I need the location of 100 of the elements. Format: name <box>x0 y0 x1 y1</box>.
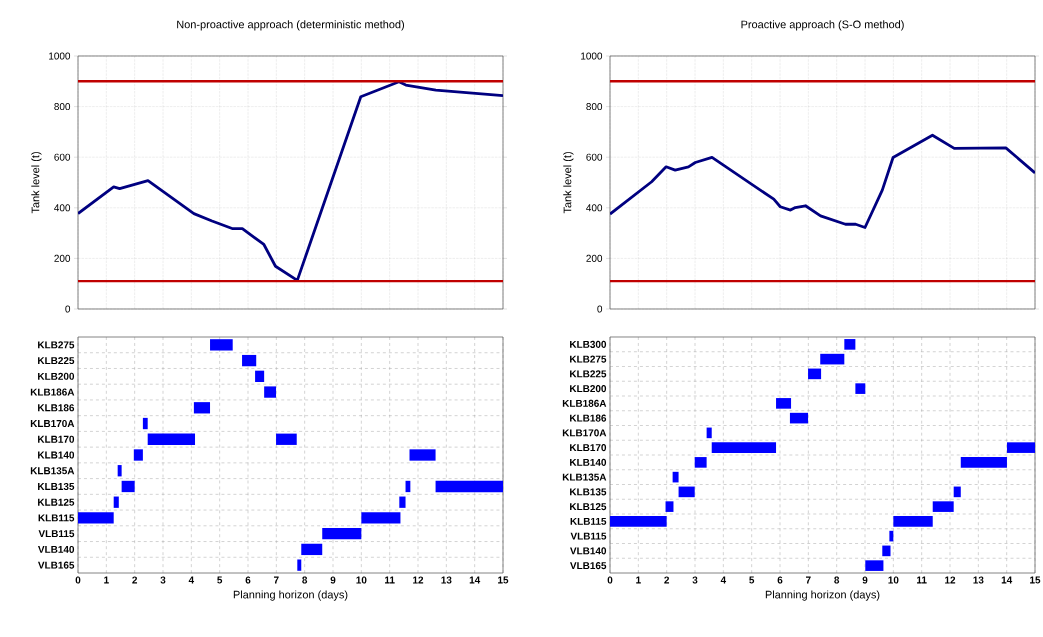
x-tick-label: 1 <box>636 576 641 584</box>
y-tick-label: KLB186 <box>570 414 607 422</box>
x-tick-label: 15 <box>1030 576 1041 584</box>
x-tick-label: 9 <box>862 576 868 584</box>
chart-title: Non-proactive approach (deterministic method) <box>177 20 404 31</box>
y-tick-label: KLB186A <box>30 388 75 396</box>
bar <box>678 486 695 498</box>
y-tick-label: KLB125 <box>570 503 607 511</box>
bar <box>932 501 954 512</box>
bar <box>882 545 891 557</box>
bar <box>844 339 856 350</box>
y-tick-label: KLB225 <box>570 370 607 378</box>
bar <box>147 433 196 445</box>
bar <box>409 449 436 461</box>
y-tick-label: 800 <box>586 103 603 111</box>
y-tick-label: KLB186A <box>562 399 607 407</box>
y-tick-label: KLB140 <box>570 458 607 466</box>
y-tick-label: KLB275 <box>570 355 607 363</box>
bar <box>255 370 265 382</box>
x-tick-label: 9 <box>330 576 336 584</box>
bar <box>242 354 257 367</box>
y-tick-label: KLB186 <box>38 404 75 412</box>
y-tick-label: KLB135A <box>562 473 607 481</box>
x-tick-label: 0 <box>607 576 613 584</box>
bar <box>193 402 211 414</box>
y-tick-label: KLB170 <box>570 444 607 452</box>
x-tick-label: 3 <box>160 576 166 584</box>
bar <box>78 512 114 524</box>
y-tick-label: KLB170 <box>38 435 75 443</box>
y-tick-label: KLB200 <box>38 372 75 380</box>
bar <box>142 417 148 430</box>
line-series <box>610 133 1036 229</box>
bar <box>706 427 712 439</box>
bar <box>301 543 323 556</box>
bar <box>210 339 233 351</box>
x-tick-label: 10 <box>356 576 367 584</box>
y-tick-label: KLB140 <box>38 451 75 459</box>
y-tick-label: VLB115 <box>38 530 75 538</box>
x-tick-label: 5 <box>217 576 223 584</box>
y-tick-label: 600 <box>54 153 71 161</box>
x-tick-label: 11 <box>385 576 395 584</box>
bar <box>960 457 1007 468</box>
x-tick-label: 0 <box>75 576 81 584</box>
bar <box>953 486 961 498</box>
bar <box>113 496 119 508</box>
y-tick-label: 1000 <box>581 52 603 60</box>
line-series <box>78 80 503 282</box>
bar <box>694 457 707 468</box>
x-tick-label: 2 <box>664 576 670 584</box>
y-tick-label: 0 <box>597 305 603 313</box>
y-tick-label: KLB115 <box>38 514 75 522</box>
bar <box>610 516 667 527</box>
bar <box>855 383 866 394</box>
y-tick-label: KLB300 <box>570 340 607 348</box>
y-tick-label: KLB135 <box>38 482 75 490</box>
x-tick-label: 14 <box>1001 576 1013 584</box>
bar <box>665 501 674 512</box>
y-axis-title: Tank level (t) <box>563 152 574 214</box>
x-tick-label: 10 <box>888 576 899 584</box>
bar <box>820 353 845 365</box>
y-tick-label: KLB115 <box>570 517 607 525</box>
bar <box>121 480 135 493</box>
bar <box>133 449 143 461</box>
bar <box>711 442 777 453</box>
x-tick-label: 6 <box>245 576 251 584</box>
bar <box>117 465 122 477</box>
y-tick-label: 1000 <box>49 52 71 60</box>
x-tick-label: 12 <box>945 576 956 584</box>
y-tick-label: KLB275 <box>38 341 75 349</box>
y-tick-label: 400 <box>586 204 603 212</box>
bar <box>865 560 884 571</box>
y-tick-label: VLB115 <box>570 532 607 540</box>
y-tick-label: KLB200 <box>570 385 607 393</box>
bar <box>789 412 809 424</box>
bar <box>808 368 822 380</box>
x-tick-label: 6 <box>777 576 783 584</box>
x-tick-label: 8 <box>834 576 840 584</box>
y-tick-label: KLB135A <box>30 467 75 475</box>
x-tick-label: 7 <box>805 576 811 584</box>
x-tick-label: 2 <box>132 576 138 584</box>
y-tick-label: 600 <box>586 153 603 161</box>
bar <box>893 516 933 527</box>
bar <box>361 512 401 524</box>
x-tick-label: 13 <box>973 576 984 584</box>
x-tick-label: 15 <box>498 576 509 584</box>
bar <box>297 559 302 571</box>
bar <box>672 471 679 483</box>
x-tick-label: 3 <box>692 576 698 584</box>
bar <box>264 386 277 398</box>
x-tick-label: 12 <box>413 576 424 584</box>
y-tick-label: VLB165 <box>37 561 75 569</box>
bar <box>776 398 792 409</box>
x-tick-label: 8 <box>302 576 308 584</box>
x-axis-title: Planning horizon (days) <box>233 590 348 601</box>
y-tick-label: 200 <box>54 254 71 262</box>
bar <box>399 496 406 508</box>
bar <box>276 433 297 445</box>
y-tick-label: KLB170A <box>30 420 75 428</box>
x-tick-label: 13 <box>441 576 452 584</box>
y-tick-label: VLB140 <box>37 545 75 553</box>
